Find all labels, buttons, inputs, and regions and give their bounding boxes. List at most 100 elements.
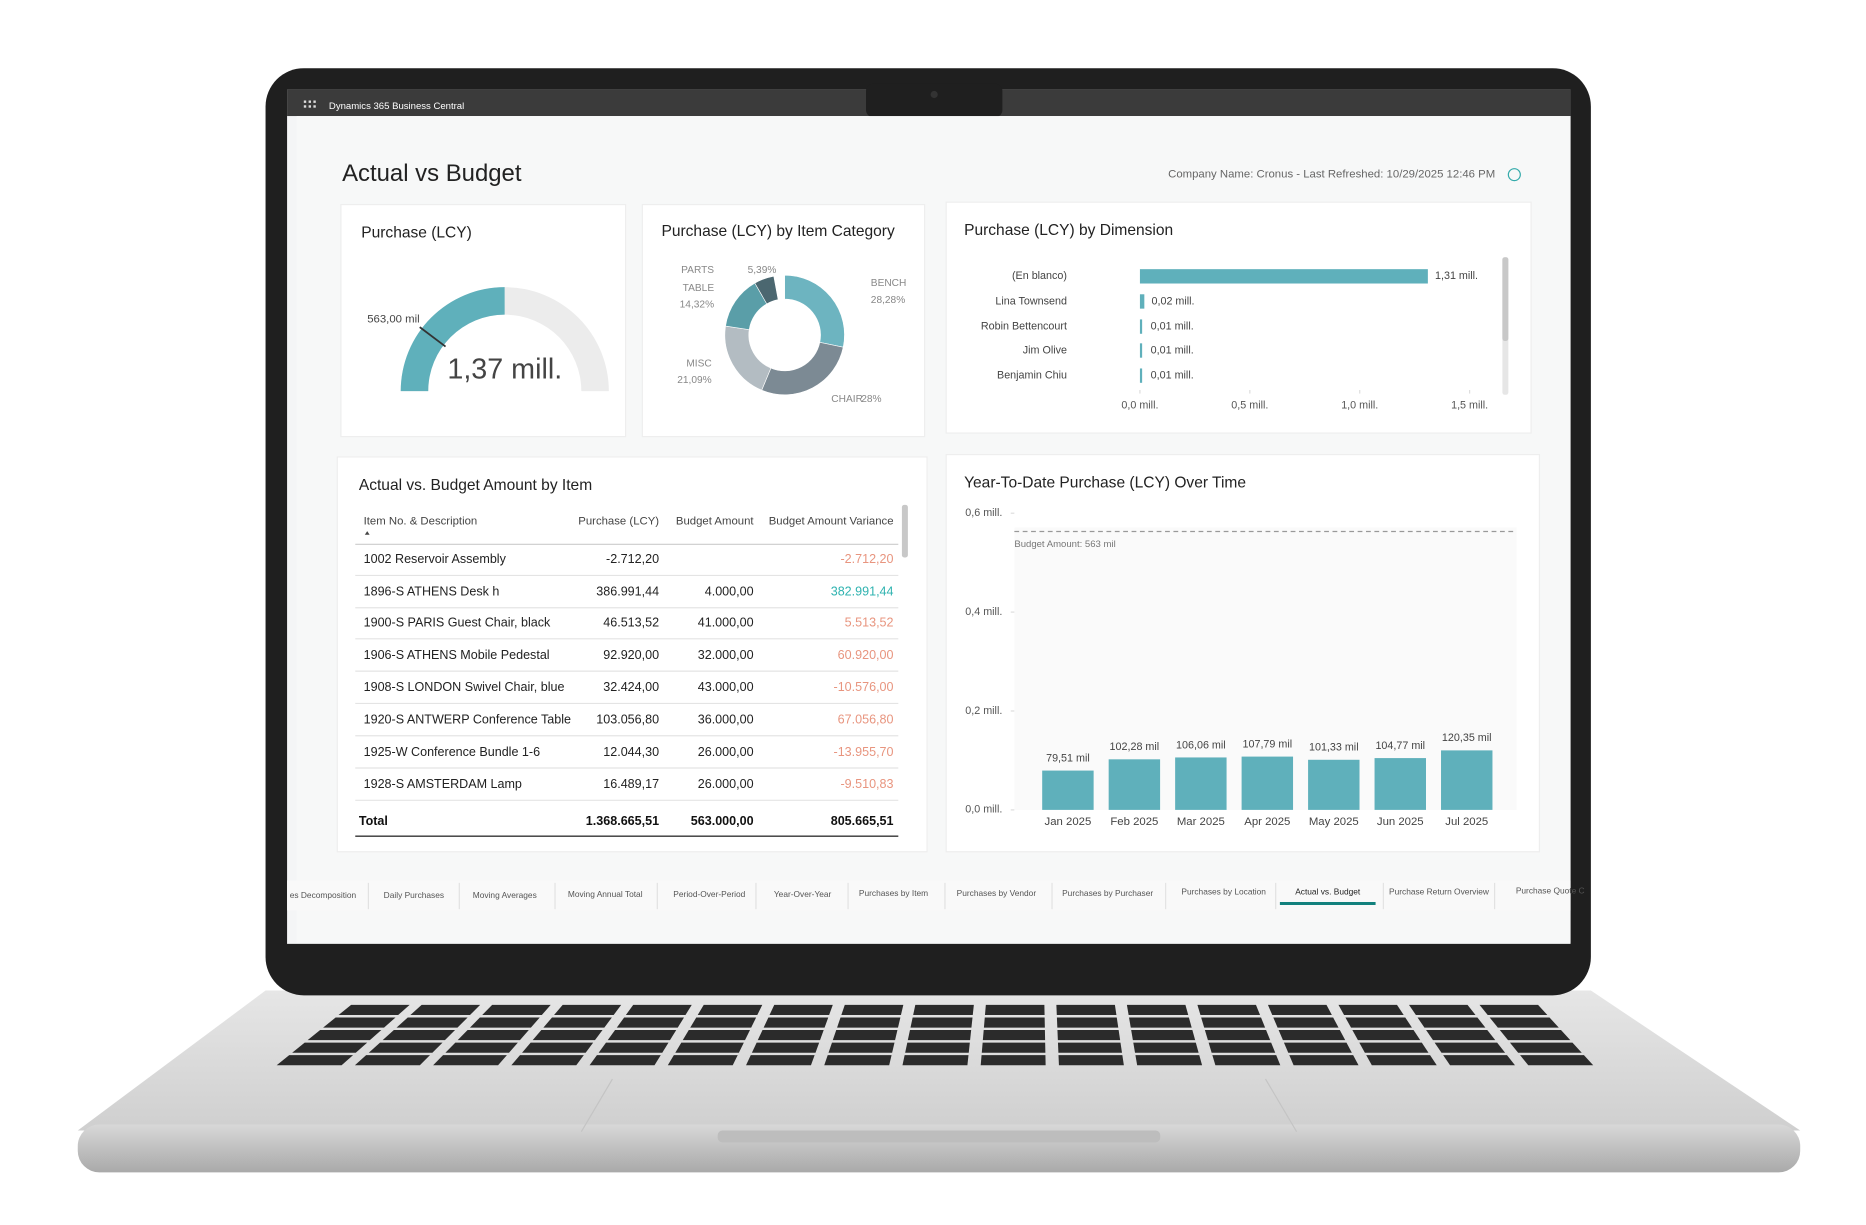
- cell: -10.576,00: [834, 680, 894, 694]
- key: [983, 1017, 1045, 1028]
- key: [382, 1030, 456, 1041]
- y-tick-label: 0,6 mill.: [965, 507, 1002, 519]
- x-tick-label: Feb 2025: [1110, 816, 1158, 828]
- bar: [1308, 759, 1360, 810]
- key: [1273, 1017, 1339, 1028]
- key: [522, 1042, 594, 1053]
- y-tick-label: 0,4 mill.: [965, 606, 1002, 618]
- key: [1212, 1055, 1281, 1066]
- key: [984, 1004, 1045, 1016]
- tab[interactable]: Actual vs. Budget: [1295, 887, 1361, 897]
- key: [1509, 1042, 1582, 1053]
- row-label: 1896-S ATHENS Desk h: [364, 584, 500, 598]
- column-header: Purchase (LCY): [578, 516, 659, 528]
- row-label: 1928-S AMSTERDAM Lamp: [364, 777, 522, 791]
- column-header: Budget Amount: [676, 516, 755, 528]
- key: [910, 1017, 973, 1028]
- card-title: Purchase (LCY) by Dimension: [964, 222, 1173, 239]
- tab[interactable]: Purchase Return Overview: [1389, 887, 1490, 897]
- x-tick-label: Apr 2025: [1244, 816, 1290, 828]
- key: [1499, 1030, 1571, 1041]
- key: [1417, 1017, 1486, 1028]
- row-label: 1925-W Conference Bundle 1-6: [364, 745, 540, 759]
- camera-notch: [866, 83, 1003, 118]
- key: [368, 1042, 443, 1053]
- tab[interactable]: Purchases by Location: [1181, 887, 1266, 897]
- key: [751, 1042, 820, 1053]
- x-tick-label: Jun 2025: [1377, 816, 1424, 828]
- bar-value-label: 120,35 mil: [1442, 732, 1492, 744]
- key: [1133, 1042, 1199, 1053]
- scroll-thumb[interactable]: [1502, 257, 1509, 341]
- bar: [1108, 759, 1161, 810]
- key: [1131, 1030, 1196, 1041]
- key: [981, 1042, 1046, 1053]
- key: [1058, 1055, 1124, 1066]
- key: [554, 1004, 622, 1016]
- tab[interactable]: Moving Averages: [473, 890, 537, 900]
- key: [276, 1055, 354, 1066]
- bar-value-label: 0,02 mill.: [1152, 295, 1195, 307]
- tab[interactable]: Purchases by Vendor: [957, 888, 1037, 898]
- x-tick-label: 0,5 mill.: [1231, 399, 1268, 411]
- card: [945, 201, 1532, 434]
- key: [1057, 1030, 1121, 1041]
- donut-category-label: BENCH: [871, 278, 907, 289]
- bar: [1139, 343, 1143, 358]
- tab[interactable]: Purchase Quote C: [1516, 885, 1585, 895]
- tab[interactable]: Purchases by Item: [859, 888, 928, 898]
- donut-value-label: 5,39%: [748, 265, 777, 276]
- tab[interactable]: Year-Over-Year: [774, 889, 832, 899]
- tab[interactable]: Period-Over-Period: [673, 889, 745, 899]
- tab[interactable]: Purchases by Purchaser: [1062, 888, 1153, 898]
- cell: -9.510,83: [840, 777, 893, 791]
- tab[interactable]: es Decomposition: [290, 890, 357, 900]
- sort-indicator: [364, 531, 370, 535]
- card-title: Purchase (LCY) by Item Category: [661, 223, 895, 240]
- help-icon[interactable]: [1507, 168, 1521, 182]
- key: [837, 1017, 901, 1028]
- card-title: Purchase (LCY): [361, 224, 472, 241]
- key: [1426, 1030, 1496, 1041]
- key: [307, 1030, 382, 1041]
- refresh-info: Company Name: Cronus - Last Refreshed: 1…: [1168, 169, 1495, 181]
- donut-value-label: 21,09%: [677, 375, 711, 386]
- gauge-target: [419, 326, 447, 348]
- row-label: 1900-S PARIS Guest Chair, black: [364, 616, 551, 630]
- scroll-thumb[interactable]: [901, 504, 908, 558]
- x-tick-label: 0,0 mill.: [1121, 399, 1158, 411]
- key: [1345, 1017, 1412, 1028]
- key: [980, 1055, 1046, 1066]
- tab[interactable]: Daily Purchases: [384, 890, 444, 900]
- tab-strip: [287, 880, 1571, 911]
- key: [828, 1042, 895, 1053]
- cell: 26.000,00: [698, 777, 754, 791]
- row-label: 1002 Reservoir Assembly: [364, 552, 507, 566]
- bar: [1441, 750, 1493, 810]
- key: [616, 1017, 685, 1028]
- key: [675, 1042, 744, 1053]
- total-cell: 563.000,00: [691, 814, 754, 828]
- x-tick-label: 1,5 mill.: [1451, 399, 1488, 411]
- bar: [1139, 294, 1145, 309]
- bar: [1042, 770, 1094, 810]
- bar: [1139, 319, 1143, 334]
- bar-value-label: 107,79 mil: [1243, 738, 1293, 750]
- key: [667, 1055, 738, 1066]
- cell: 46.513,52: [603, 616, 659, 630]
- row-label: 1908-S LONDON Swivel Chair, blue: [364, 680, 565, 694]
- key: [1204, 1030, 1271, 1041]
- donut-value-label: 28,28%: [871, 295, 905, 306]
- key: [832, 1030, 898, 1041]
- gauge-target-label: 563,00 mil: [367, 313, 419, 325]
- row-label: 1906-S ATHENS Mobile Pedestal: [364, 648, 550, 662]
- key: [1126, 1004, 1189, 1016]
- laptop-lip: [77, 1124, 1801, 1173]
- gauge-fill: [400, 287, 505, 392]
- key: [445, 1042, 518, 1053]
- key: [769, 1004, 833, 1016]
- waffle-icon: [303, 100, 316, 108]
- y-category-label: Jim Olive: [1023, 344, 1067, 356]
- tab[interactable]: Moving Annual Total: [568, 889, 643, 899]
